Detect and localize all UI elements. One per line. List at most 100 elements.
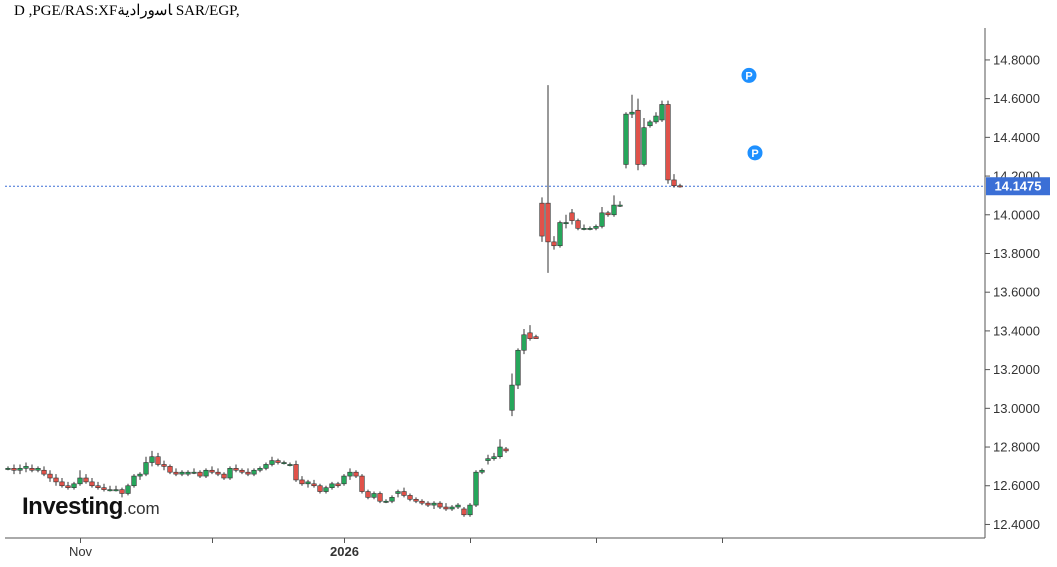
candle	[119, 487, 125, 498]
candle	[509, 373, 515, 417]
candle-body	[323, 487, 329, 492]
candle-body	[191, 471, 197, 474]
candle	[83, 474, 89, 484]
candle	[5, 466, 11, 471]
candle	[467, 503, 473, 517]
candle	[329, 481, 335, 490]
candle	[371, 491, 377, 500]
candle	[479, 468, 485, 475]
candle	[143, 456, 149, 477]
candle-body	[95, 485, 101, 488]
candle	[515, 348, 521, 389]
candle	[659, 100, 665, 122]
candle	[35, 466, 41, 473]
candle-body	[461, 508, 467, 516]
candle	[545, 85, 551, 273]
candle-body	[299, 479, 305, 485]
candle-body	[203, 469, 209, 477]
candle	[533, 334, 539, 339]
candle	[497, 439, 503, 459]
candle-body	[605, 212, 611, 216]
candle-body	[197, 471, 203, 477]
candle	[641, 118, 647, 167]
candle-body	[89, 481, 95, 487]
candle-body	[287, 464, 293, 466]
candle	[221, 472, 227, 480]
candle	[23, 462, 29, 473]
p-marker-label: P	[745, 70, 752, 82]
candle	[275, 458, 281, 465]
candle	[605, 210, 611, 217]
candle	[137, 472, 143, 480]
y-tick-label: 13.6000	[993, 285, 1040, 300]
candle	[677, 183, 683, 188]
candle-body	[53, 477, 59, 483]
candle	[77, 470, 83, 486]
candle-body	[527, 332, 533, 339]
candle-body	[623, 113, 629, 165]
candle	[167, 464, 173, 475]
p-marker-circle	[740, 66, 758, 84]
candle	[569, 208, 575, 225]
candle-body	[407, 495, 413, 500]
candle-body	[467, 504, 473, 516]
y-tick-label: 12.6000	[993, 478, 1040, 493]
candle-body	[563, 222, 569, 225]
candle-body	[545, 202, 551, 243]
candle-body	[137, 473, 143, 477]
candle-body	[281, 462, 287, 465]
candle	[341, 474, 347, 486]
candle	[503, 447, 509, 453]
candle	[287, 462, 293, 467]
candle	[185, 470, 191, 477]
candle	[239, 468, 245, 475]
y-tick-label: 14.8000	[993, 52, 1040, 67]
candle-body	[77, 477, 83, 485]
candle	[263, 462, 269, 471]
candle	[425, 501, 431, 508]
y-tick-label: 12.8000	[993, 440, 1040, 455]
candle-body	[119, 489, 125, 494]
candle-body	[581, 228, 587, 230]
logo-brand: Investing	[22, 493, 123, 520]
candle	[245, 468, 251, 477]
candle	[95, 481, 101, 490]
candle	[113, 485, 119, 492]
y-tick-label: 14.6000	[993, 91, 1040, 106]
candle	[563, 214, 569, 229]
candle-body	[215, 471, 221, 475]
candle	[653, 112, 659, 124]
candle	[419, 499, 425, 506]
candle-body	[107, 489, 113, 492]
candle-body	[629, 111, 635, 115]
candle	[443, 503, 449, 511]
candle-body	[257, 468, 263, 471]
candle	[623, 112, 629, 169]
candle	[209, 466, 215, 475]
candle	[635, 98, 641, 171]
candle	[47, 470, 53, 482]
candle	[89, 478, 95, 488]
candle-body	[353, 471, 359, 477]
candle-body	[503, 448, 509, 452]
marker-layer: PP	[740, 66, 764, 162]
candle	[311, 479, 317, 488]
candle	[227, 466, 233, 480]
y-tick-label: 12.4000	[993, 517, 1040, 532]
candle	[293, 460, 299, 482]
candle-body	[101, 487, 107, 490]
candle-body	[635, 109, 641, 165]
candle	[629, 94, 635, 118]
candle-body	[521, 334, 527, 351]
candle-body	[329, 483, 335, 488]
candle	[335, 481, 341, 488]
candle	[455, 503, 461, 509]
candle	[197, 470, 203, 478]
candle-body	[341, 475, 347, 485]
candle-body	[167, 466, 173, 473]
candle-body	[437, 502, 443, 508]
candle-body	[245, 471, 251, 475]
candle-body	[431, 502, 437, 506]
candle	[215, 468, 221, 477]
